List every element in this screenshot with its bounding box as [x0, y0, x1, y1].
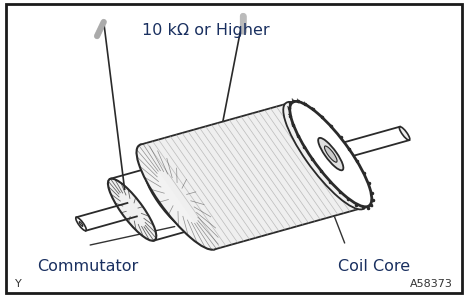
Text: 10 kΩ or Higher: 10 kΩ or Higher [142, 23, 270, 38]
Ellipse shape [318, 138, 344, 170]
Ellipse shape [108, 178, 156, 241]
Ellipse shape [399, 127, 410, 140]
Ellipse shape [290, 101, 372, 207]
Ellipse shape [283, 102, 367, 209]
Ellipse shape [145, 168, 193, 230]
Ellipse shape [158, 185, 180, 214]
Ellipse shape [76, 217, 86, 231]
Text: A58373: A58373 [410, 279, 453, 289]
Ellipse shape [137, 144, 219, 250]
Ellipse shape [324, 146, 337, 162]
Text: Coil Core: Coil Core [337, 259, 410, 274]
Text: Y: Y [15, 279, 22, 289]
Ellipse shape [79, 222, 83, 226]
Polygon shape [141, 102, 367, 249]
Text: Commutator: Commutator [37, 259, 138, 274]
